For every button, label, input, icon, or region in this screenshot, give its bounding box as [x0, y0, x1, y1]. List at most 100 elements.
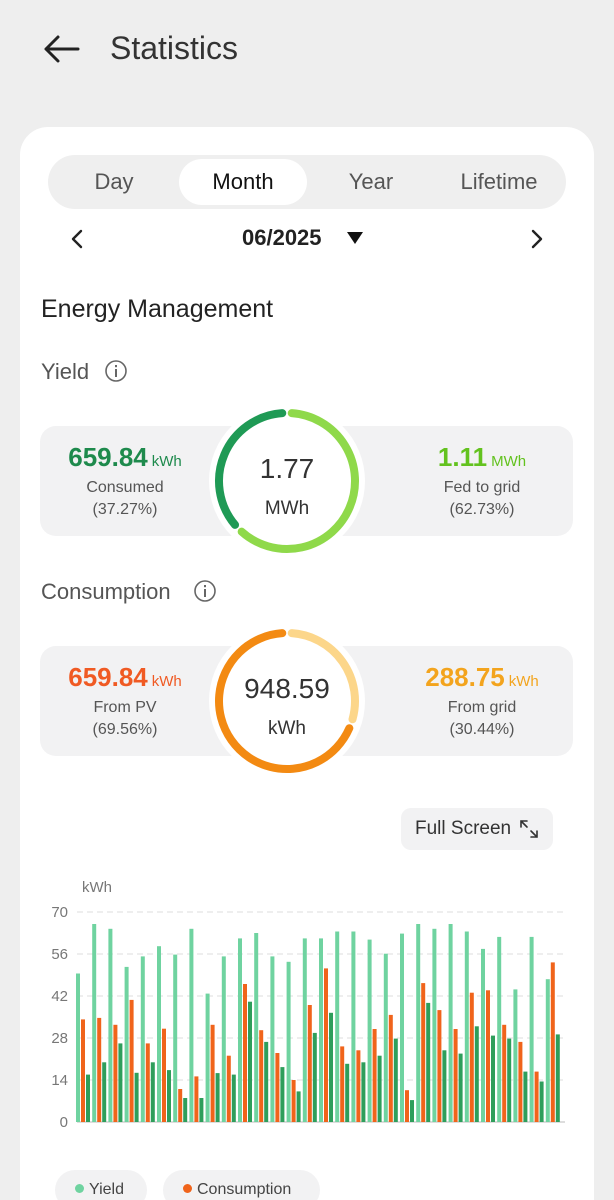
consumption-grid-label: From grid — [447, 699, 517, 716]
consumption-grid-pct: (30.44%) — [449, 721, 515, 738]
page-title: Statistics — [110, 30, 239, 66]
consumption-total-value: 948.59 — [244, 673, 330, 704]
x-tick-label: 11 — [234, 1135, 251, 1137]
caret-down-icon[interactable] — [346, 231, 364, 245]
date-value[interactable]: 06/2025 — [242, 225, 322, 250]
period-tabs: Day Month Year Lifetime — [48, 155, 566, 209]
yield-fed-pct: (62.73%) — [449, 501, 515, 518]
bar-consumption-10 — [226, 1055, 231, 1122]
consumption-pv-arc — [215, 629, 354, 773]
chevron-left-icon[interactable] — [64, 225, 92, 253]
bar-yield-11 — [238, 938, 242, 1122]
bar-consumption-28 — [518, 1041, 523, 1122]
bar-yield-15 — [302, 938, 307, 1122]
bar-yield-07 — [183, 1098, 188, 1122]
x-tick-label: 25 — [460, 1135, 478, 1137]
bar-yield-16 — [319, 938, 323, 1122]
x-tick-label: 21 — [395, 1135, 413, 1137]
x-tick-label: 07 — [168, 1135, 186, 1137]
full-screen-button[interactable]: Full Screen — [401, 808, 553, 850]
yield-fed-stat: 1.11 MWh Fed to grid (62.73%) — [397, 442, 567, 519]
bar-consumption-04 — [129, 999, 134, 1122]
chevron-right-icon[interactable] — [522, 225, 550, 253]
consumption-grid-unit: kWh — [508, 673, 539, 690]
tab-month[interactable]: Month — [179, 159, 307, 205]
bar-yield-15 — [312, 1032, 317, 1122]
bar-yield-27 — [497, 936, 502, 1122]
bar-yield-26 — [481, 948, 485, 1122]
y-axis-label: kWh — [82, 879, 112, 896]
bar-yield-17 — [335, 931, 340, 1122]
consumption-ring: 948.59 kWh — [207, 621, 367, 781]
bar-yield-16 — [329, 1012, 333, 1122]
bar-consumption-03 — [113, 1024, 118, 1122]
bar-consumption-07 — [178, 1089, 183, 1122]
bar-consumption-27 — [502, 1024, 507, 1122]
x-tick-label: 23 — [428, 1135, 446, 1137]
bar-yield-10 — [231, 1074, 236, 1122]
section-title: Energy Management — [41, 295, 274, 323]
bar-consumption-21 — [405, 1090, 409, 1122]
info-icon[interactable] — [104, 359, 128, 383]
bar-yield-21 — [410, 1100, 414, 1122]
y-tick-label: 56 — [51, 946, 68, 963]
consumption-grid-value: 288.75 — [425, 662, 505, 692]
bar-yield-12 — [264, 1041, 269, 1122]
yield-ring-gauge — [209, 403, 365, 559]
bar-consumption-24 — [453, 1029, 458, 1122]
bar-consumption-13 — [275, 1053, 280, 1122]
legend-yield[interactable]: Yield — [55, 1170, 147, 1200]
y-tick-label: 70 — [51, 904, 68, 921]
bar-yield-19 — [367, 939, 372, 1122]
yield-fed-label: Fed to grid — [443, 479, 521, 496]
bar-consumption-25 — [469, 992, 474, 1122]
consumption-total-unit: kWh — [268, 718, 306, 739]
yield-consumed-value: 659.84 — [68, 442, 148, 472]
bar-yield-18 — [351, 931, 356, 1122]
bar-yield-11 — [248, 1001, 252, 1122]
yield-fed-arc — [237, 409, 359, 553]
bar-yield-01 — [76, 973, 80, 1122]
x-tick-label: 17 — [330, 1135, 348, 1137]
bar-yield-25 — [464, 931, 469, 1122]
back-arrow-icon[interactable] — [40, 28, 82, 70]
bar-consumption-26 — [486, 990, 490, 1122]
bar-yield-20 — [383, 953, 388, 1122]
legend-yield-label: Yield — [89, 1181, 124, 1198]
yield-fed-unit: MWh — [491, 453, 527, 470]
bar-yield-02 — [102, 1062, 107, 1122]
tab-year[interactable]: Year — [348, 169, 394, 194]
tab-day[interactable]: Day — [94, 169, 134, 194]
yield-fed-value: 1.11 — [437, 442, 488, 472]
expand-icon — [520, 820, 538, 838]
full-screen-label: Full Screen — [415, 818, 512, 839]
consumption-title: Consumption — [41, 579, 171, 604]
bar-consumption-06 — [162, 1028, 166, 1122]
consumption-pv-label: From PV — [93, 699, 157, 716]
yield-consumed-pct: (37.27%) — [92, 501, 158, 518]
bar-consumption-12 — [259, 1030, 264, 1122]
yield-total-unit: MWh — [264, 498, 310, 519]
bar-yield-04 — [134, 1072, 139, 1122]
legend-consumption[interactable]: Consumption — [163, 1170, 320, 1200]
bar-yield-14 — [296, 1091, 301, 1122]
bar-consumption-16 — [324, 968, 328, 1122]
tab-lifetime[interactable]: Lifetime — [460, 169, 538, 194]
bar-yield-23 — [442, 1050, 447, 1122]
bar-consumption-17 — [340, 1046, 345, 1122]
info-icon[interactable] — [193, 579, 217, 603]
bar-yield-12 — [254, 933, 259, 1122]
date-selector: 06/2025 — [20, 219, 594, 259]
bar-yield-02 — [92, 924, 97, 1122]
y-tick-label: 42 — [51, 988, 68, 1005]
bar-consumption-22 — [421, 983, 426, 1122]
bar-yield-05 — [150, 1062, 155, 1122]
x-tick-label: 13 — [266, 1135, 284, 1137]
bar-consumption-05 — [145, 1043, 150, 1122]
bar-consumption-20 — [388, 1014, 393, 1122]
bar-yield-19 — [377, 1055, 382, 1122]
consumption-pv-value: 659.84 — [68, 662, 148, 692]
bar-yield-13 — [280, 1067, 285, 1122]
bar-yield-08 — [199, 1098, 204, 1122]
bar-consumption-08 — [194, 1076, 199, 1122]
